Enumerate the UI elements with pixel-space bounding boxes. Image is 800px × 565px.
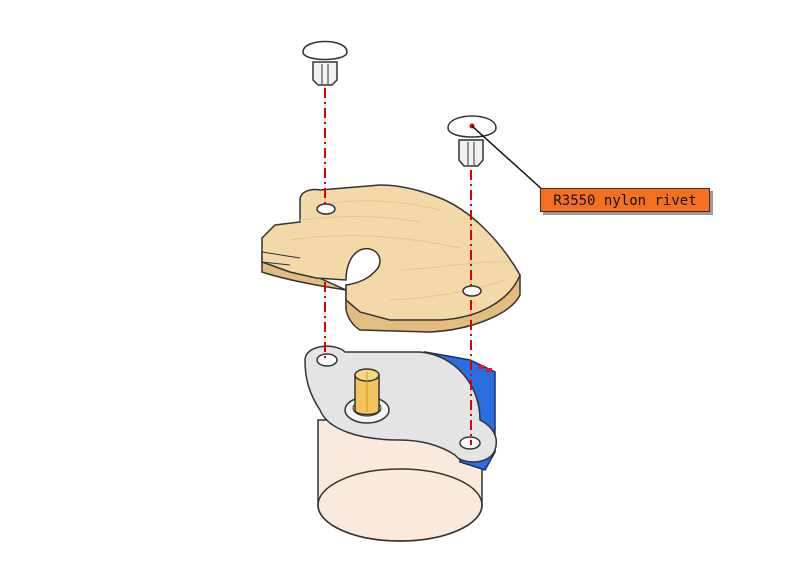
callout-label: R3550 nylon rivet <box>540 188 710 212</box>
wooden-bracket-face <box>261 184 521 321</box>
bracket-hole-right <box>462 285 482 297</box>
stepper-motor <box>304 345 497 542</box>
callout-leader-line <box>471 125 546 193</box>
plate-hole-left <box>316 353 338 367</box>
alignment-guides <box>324 88 472 445</box>
bracket-hole-left <box>316 203 336 215</box>
wooden-bracket <box>261 184 521 333</box>
nylon-rivet-left <box>302 40 348 86</box>
motor-mounting-plate <box>304 345 497 463</box>
